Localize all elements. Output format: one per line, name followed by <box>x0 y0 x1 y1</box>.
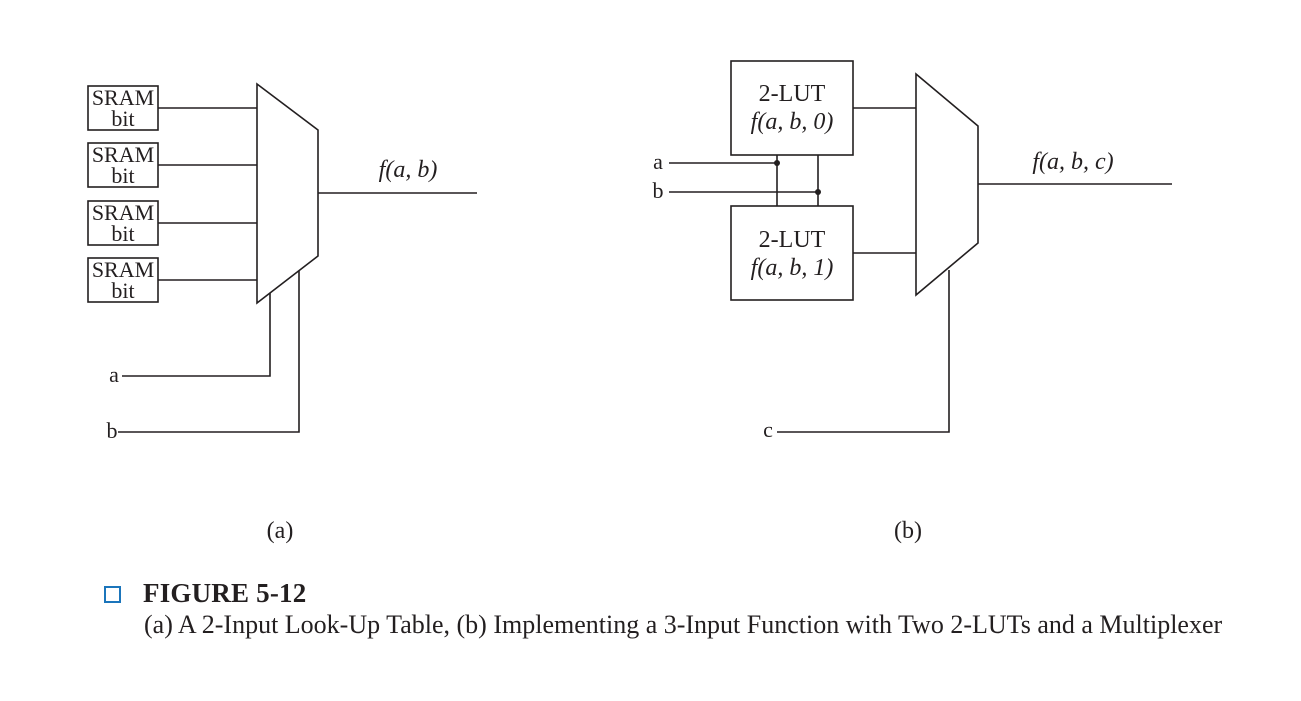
sram-4-label-top: SRAM <box>92 257 154 282</box>
junction-dot-b <box>815 189 821 195</box>
lut-1-function: f(a, b, 1) <box>751 255 834 281</box>
input-label-a: a <box>109 362 119 387</box>
panel-a <box>87 82 477 433</box>
output-label-a: f(a, b) <box>379 157 438 183</box>
sram-bit-3 <box>87 200 159 246</box>
select-wire-b <box>118 271 300 433</box>
multiplexer-a <box>256 82 319 305</box>
lut-0-title: 2-LUT <box>759 81 826 107</box>
sram-bit-2 <box>87 142 159 188</box>
lut-0-box <box>730 60 854 156</box>
sram-1-label-top: SRAM <box>92 85 154 110</box>
panel-b-label: (b) <box>894 518 922 544</box>
sram-bit-1 <box>87 85 159 131</box>
select-wire-c <box>777 270 950 433</box>
multiplexer-b <box>915 72 979 297</box>
lut-0-function: f(a, b, 0) <box>751 109 834 135</box>
junction-dot-a <box>774 160 780 166</box>
sram-3-label-bottom: bit <box>111 221 134 246</box>
input-label-b-b: b <box>653 178 664 203</box>
caption-header: FIGURE 5-12 <box>104 578 1224 609</box>
sram-1-label-bottom: bit <box>111 106 134 131</box>
figure-caption: FIGURE 5-12 (a) A 2-Input Look-Up Table,… <box>104 578 1224 640</box>
sram-4-label-bottom: bit <box>111 278 134 303</box>
sram-2-label-bottom: bit <box>111 163 134 188</box>
input-label-c: c <box>763 417 773 442</box>
lut-1-box <box>730 205 854 301</box>
select-wire-a <box>122 293 271 377</box>
input-label-b: b <box>107 418 118 443</box>
caption-title: FIGURE 5-12 <box>143 578 307 608</box>
sram-3-label-top: SRAM <box>92 200 154 225</box>
panel-a-label: (a) <box>267 518 294 544</box>
lut-1-title: 2-LUT <box>759 227 826 253</box>
input-label-b-a: a <box>653 149 663 174</box>
output-label-b: f(a, b, c) <box>1032 149 1113 175</box>
caption-text: (a) A 2-Input Look-Up Table, (b) Impleme… <box>144 610 1223 639</box>
caption-box-icon <box>104 586 121 603</box>
sram-2-label-top: SRAM <box>92 142 154 167</box>
panel-b <box>669 60 1172 433</box>
